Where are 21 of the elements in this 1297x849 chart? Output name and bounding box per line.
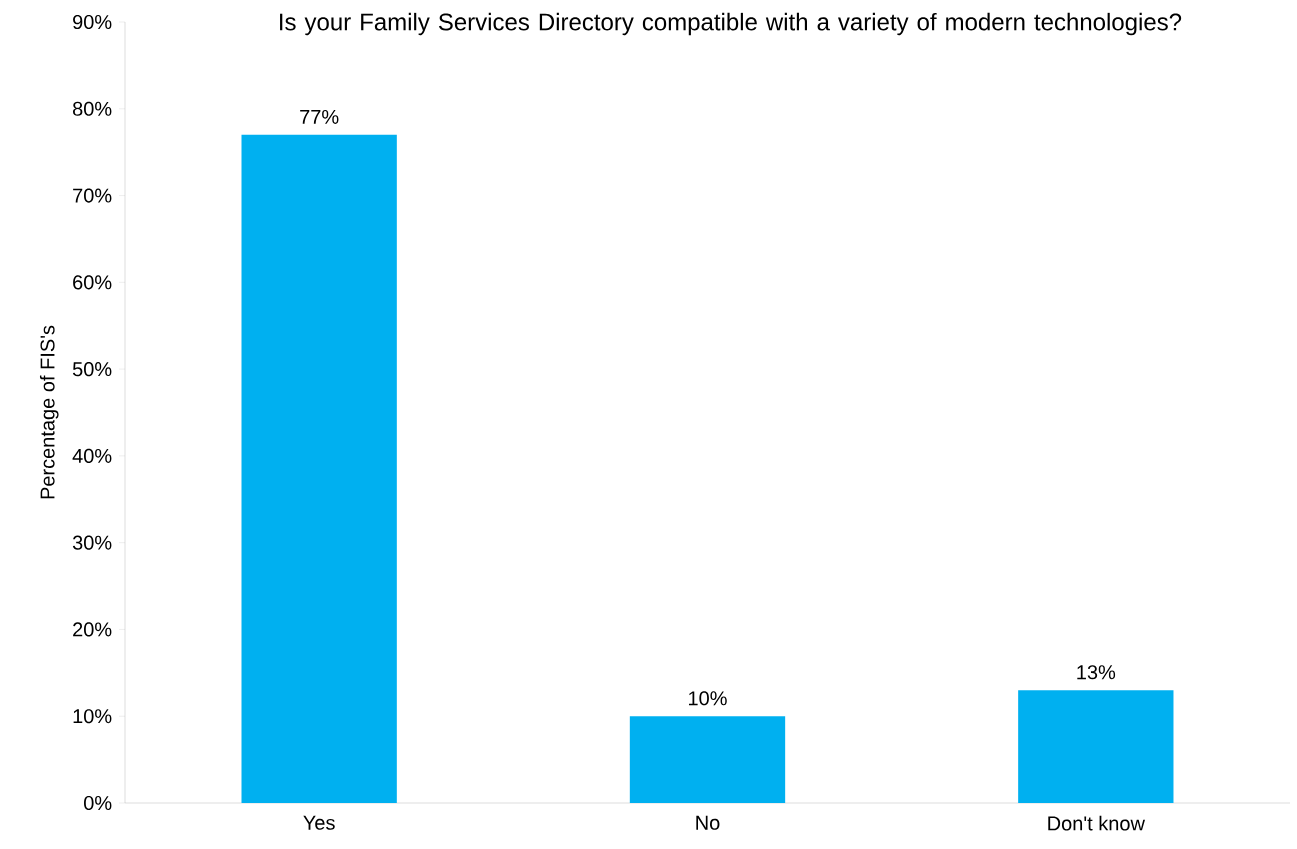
x-tick-label: No	[696, 815, 720, 830]
y-tick-label: 0%	[84, 795, 112, 811]
data-label: 13%	[1077, 665, 1116, 680]
y-tick-label: 30%	[72, 535, 112, 550]
y-tick-label: 80%	[72, 101, 112, 116]
y-tick-label: 70%	[73, 188, 112, 203]
y-axis-title: Percentage of FIS's	[39, 325, 59, 499]
y-tick-label: 20%	[73, 622, 112, 637]
data-label: 10%	[689, 691, 727, 706]
y-tick-label: 60%	[73, 275, 112, 290]
x-tick-label: Yes	[303, 815, 335, 830]
data-label: 77%	[300, 109, 339, 124]
bar	[629, 716, 786, 803]
y-tick-label: 50%	[72, 362, 112, 377]
bar	[1018, 690, 1174, 803]
y-tick-label: 40%	[72, 448, 112, 463]
chart-title: Is your Family Services Directory compatible with a variety of modern technologies?	[280, 12, 1182, 36]
x-tick-label: Don't know	[1048, 815, 1145, 831]
y-tick-label: 10%	[73, 709, 112, 724]
bar	[241, 134, 397, 803]
y-tick-label: 90%	[73, 14, 112, 30]
